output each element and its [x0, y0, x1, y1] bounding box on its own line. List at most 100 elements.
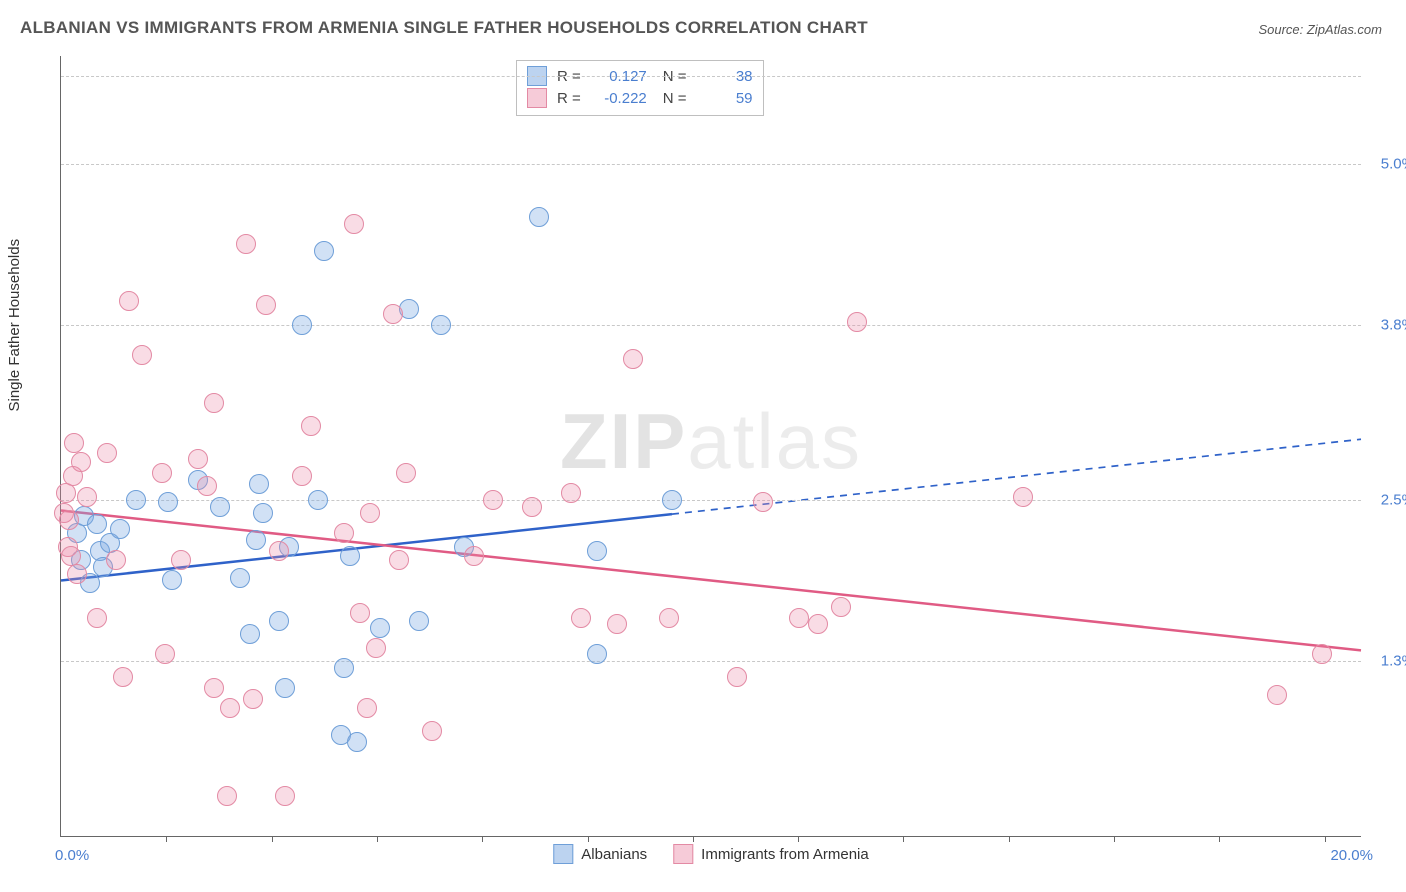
x-tick — [482, 836, 483, 842]
y-tick-label: 2.5% — [1367, 491, 1406, 508]
data-point — [204, 678, 224, 698]
data-point — [155, 644, 175, 664]
data-point — [662, 490, 682, 510]
legend-label: Albanians — [581, 846, 647, 863]
data-point — [292, 466, 312, 486]
data-point — [383, 304, 403, 324]
gridline — [61, 500, 1361, 501]
data-point — [789, 608, 809, 628]
x-axis-min-label: 0.0% — [55, 847, 89, 864]
data-point — [275, 786, 295, 806]
series-swatch — [673, 844, 693, 864]
data-point — [158, 492, 178, 512]
data-point — [1267, 685, 1287, 705]
gridline — [61, 325, 1361, 326]
source-name: ZipAtlas.com — [1307, 22, 1382, 37]
data-point — [623, 349, 643, 369]
x-axis-max-label: 20.0% — [1330, 847, 1373, 864]
x-tick — [693, 836, 694, 842]
data-point — [217, 786, 237, 806]
data-point — [67, 564, 87, 584]
data-point — [87, 514, 107, 534]
data-point — [56, 483, 76, 503]
data-point — [334, 658, 354, 678]
source-prefix: Source: — [1258, 22, 1306, 37]
chart-container: ALBANIAN VS IMMIGRANTS FROM ARMENIA SING… — [0, 0, 1406, 892]
data-point — [97, 443, 117, 463]
data-point — [236, 234, 256, 254]
data-point — [334, 523, 354, 543]
data-point — [59, 510, 79, 530]
data-point — [344, 214, 364, 234]
stats-row: R =-0.222N =59 — [527, 87, 753, 109]
data-point — [253, 503, 273, 523]
data-point — [132, 345, 152, 365]
data-point — [292, 315, 312, 335]
gridline — [61, 164, 1361, 165]
r-label: R = — [557, 90, 581, 107]
watermark: ZIPatlas — [560, 396, 862, 487]
watermark-atlas: atlas — [687, 397, 862, 485]
data-point — [360, 503, 380, 523]
data-point — [246, 530, 266, 550]
data-point — [230, 568, 250, 588]
data-point — [483, 490, 503, 510]
y-tick-label: 3.8% — [1367, 316, 1406, 333]
plot-area: ZIPatlas R =0.127N =38R =-0.222N =59 Alb… — [60, 56, 1361, 837]
data-point — [204, 393, 224, 413]
data-point — [1312, 644, 1332, 664]
x-tick — [377, 836, 378, 842]
data-point — [126, 490, 146, 510]
data-point — [119, 291, 139, 311]
data-point — [152, 463, 172, 483]
data-point — [350, 603, 370, 623]
data-point — [522, 497, 542, 517]
data-point — [571, 608, 591, 628]
chart-title: ALBANIAN VS IMMIGRANTS FROM ARMENIA SING… — [20, 18, 868, 38]
data-point — [561, 483, 581, 503]
data-point — [847, 312, 867, 332]
data-point — [87, 608, 107, 628]
data-point — [210, 497, 230, 517]
data-point — [113, 667, 133, 687]
data-point — [110, 519, 130, 539]
x-tick — [272, 836, 273, 842]
legend-item: Immigrants from Armenia — [673, 844, 869, 864]
data-point — [607, 614, 627, 634]
data-point — [422, 721, 442, 741]
data-point — [347, 732, 367, 752]
data-point — [659, 608, 679, 628]
data-point — [831, 597, 851, 617]
data-point — [1013, 487, 1033, 507]
y-tick-label: 5.0% — [1367, 155, 1406, 172]
x-tick — [166, 836, 167, 842]
x-tick — [1325, 836, 1326, 842]
data-point — [314, 241, 334, 261]
x-tick — [798, 836, 799, 842]
data-point — [340, 546, 360, 566]
data-point — [77, 487, 97, 507]
x-tick — [903, 836, 904, 842]
series-swatch — [553, 844, 573, 864]
data-point — [727, 667, 747, 687]
data-point — [464, 546, 484, 566]
data-point — [587, 644, 607, 664]
data-point — [431, 315, 451, 335]
data-point — [220, 698, 240, 718]
data-point — [188, 449, 208, 469]
data-point — [106, 550, 126, 570]
data-point — [162, 570, 182, 590]
data-point — [301, 416, 321, 436]
data-point — [808, 614, 828, 634]
data-point — [357, 698, 377, 718]
correlation-stats-box: R =0.127N =38R =-0.222N =59 — [516, 60, 764, 116]
data-point — [396, 463, 416, 483]
data-point — [275, 678, 295, 698]
x-tick — [588, 836, 589, 842]
trend-line — [61, 514, 672, 580]
data-point — [753, 492, 773, 512]
data-point — [529, 207, 549, 227]
r-value: -0.222 — [591, 90, 647, 107]
x-tick — [1114, 836, 1115, 842]
legend-label: Immigrants from Armenia — [701, 846, 869, 863]
